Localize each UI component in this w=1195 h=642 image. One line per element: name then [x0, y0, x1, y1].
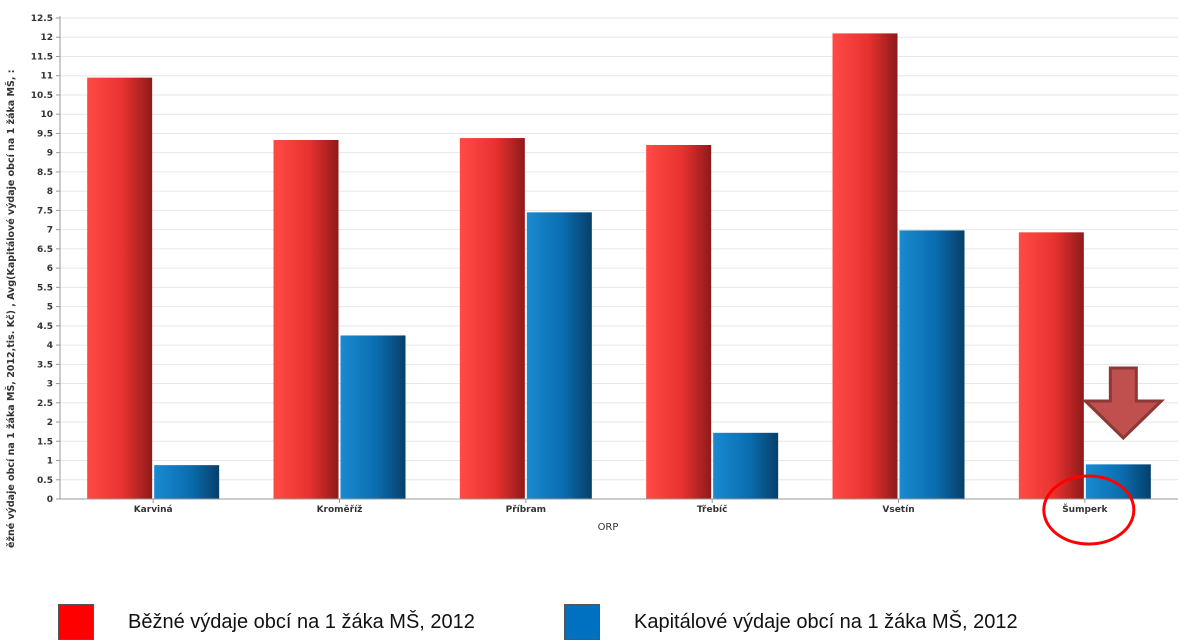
bar-bezne — [646, 144, 712, 499]
y-tick-label: 7.5 — [37, 206, 53, 216]
y-tick-label: 4 — [47, 341, 53, 351]
legend-label-1: Běžné výdaje obcí na 1 žáka MŠ, 2012 — [128, 610, 475, 633]
bar-bezne — [459, 138, 525, 499]
y-tick-label: 8.5 — [37, 168, 53, 178]
y-tick-label: 3 — [47, 380, 53, 390]
bar-kapitalove — [1085, 464, 1151, 499]
bar-bezne — [273, 139, 339, 499]
gridlines — [60, 17, 1178, 481]
bar-kapitalove — [154, 465, 220, 499]
bar-kapitalove — [340, 335, 406, 499]
bar-kapitalove — [526, 212, 592, 499]
y-axis-title: ěžné výdaje obcí na 1 žáka MŠ, 2012,tis.… — [5, 69, 17, 548]
legend-swatch-blue — [564, 604, 600, 640]
y-tick-label: 9 — [47, 149, 53, 159]
down-arrow-icon — [1081, 366, 1166, 441]
x-axis-labels: Karviná Kroměříž Příbram Třebíč Vsetín Šumper… — [134, 499, 1108, 515]
y-tick-label: 6 — [47, 264, 53, 274]
y-tick-label: 2 — [47, 418, 53, 428]
y-tick-label: 4.5 — [37, 322, 53, 332]
bar-bezne — [832, 33, 898, 499]
y-tick-label: 3.5 — [37, 360, 53, 370]
legend-swatch-red — [58, 604, 94, 640]
x-tick-label: Kroměříž — [317, 504, 363, 515]
x-tick-label: Šumperk — [1062, 503, 1108, 515]
y-tick-label: 10.5 — [31, 91, 53, 101]
x-tick-label: Třebíč — [697, 504, 728, 515]
bar-kapitalove — [713, 432, 779, 499]
y-tick-label: 5 — [47, 303, 53, 313]
bars — [87, 33, 1151, 500]
bar-bezne — [1018, 232, 1084, 499]
legend-label-2: Kapitálové výdaje obcí na 1 žáka MŠ, 201… — [634, 610, 1018, 633]
y-tick-label: 2.5 — [37, 399, 53, 409]
x-axis-title: ORP — [598, 522, 619, 533]
x-tick-label: Karviná — [134, 505, 173, 515]
y-tick-label: 1 — [47, 457, 53, 467]
y-tick-label: 6.5 — [37, 245, 53, 255]
y-tick-label: 0 — [47, 495, 53, 505]
legend-item-2: Kapitálové výdaje obcí na 1 žáka MŠ, 201… — [564, 604, 1018, 640]
legend-item-1: Běžné výdaje obcí na 1 žáka MŠ, 2012 — [58, 604, 475, 640]
highlight-circle — [1042, 474, 1136, 546]
x-tick-label: Příbram — [506, 505, 546, 515]
y-tick-label: 5.5 — [37, 283, 53, 293]
y-tick-label: 1.5 — [37, 437, 53, 447]
y-axis-ticks: 00.511.522.533.544.555.566.577.588.599.5… — [31, 14, 60, 505]
y-tick-label: 9.5 — [37, 129, 53, 139]
annotations — [1042, 366, 1166, 546]
y-tick-label: 7 — [47, 226, 53, 236]
x-tick-label: Vsetín — [882, 505, 914, 515]
y-tick-label: 10 — [40, 110, 53, 120]
bar-bezne — [87, 77, 153, 500]
y-tick-label: 0.5 — [37, 476, 53, 486]
y-tick-label: 12 — [40, 33, 53, 43]
y-tick-label: 8 — [47, 187, 53, 197]
y-tick-label: 12.5 — [31, 14, 53, 24]
bar-chart: 00.511.522.533.544.555.566.577.588.599.5… — [5, 14, 1178, 548]
bar-kapitalove — [899, 230, 965, 499]
y-tick-label: 11 — [40, 72, 53, 82]
y-tick-label: 11.5 — [31, 52, 53, 62]
